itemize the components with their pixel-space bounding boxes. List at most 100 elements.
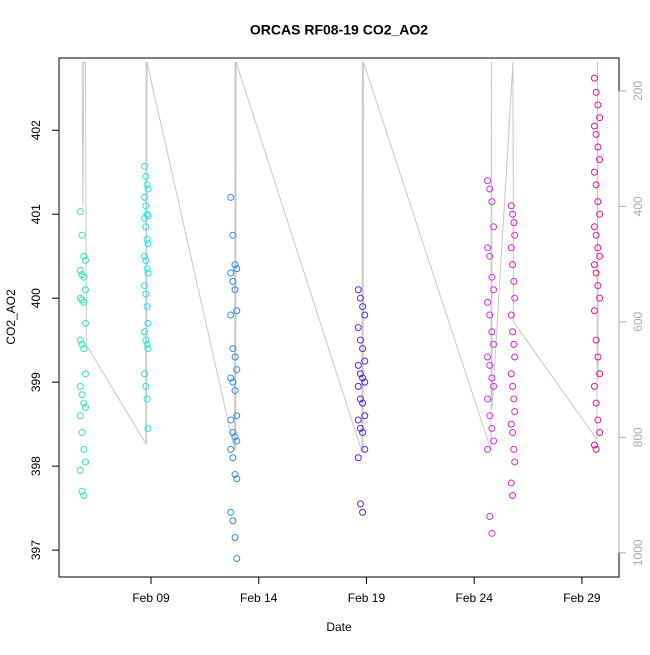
point (80, 345, 88, 353)
point (590, 74, 598, 82)
point (80, 298, 88, 306)
point (486, 513, 494, 521)
point (509, 429, 517, 437)
point (80, 492, 88, 500)
point (596, 210, 604, 218)
point (354, 324, 362, 332)
point (143, 395, 151, 403)
y2-tick-label: 1000 (631, 539, 645, 566)
point (76, 412, 84, 420)
point (78, 429, 86, 437)
point (484, 353, 492, 361)
point (354, 454, 362, 462)
point (361, 378, 369, 386)
point (592, 231, 600, 239)
point (142, 336, 150, 344)
point (142, 202, 150, 210)
point (229, 429, 237, 437)
point (507, 202, 515, 210)
point (82, 256, 90, 264)
point (490, 223, 498, 231)
point (143, 340, 151, 348)
point (359, 508, 367, 516)
point (76, 294, 84, 302)
point (594, 353, 602, 361)
point (486, 311, 494, 319)
point (227, 508, 235, 516)
x-axis-label: Date (326, 620, 352, 634)
point (356, 336, 364, 344)
point (590, 223, 598, 231)
x-tick-label: Feb 14 (240, 591, 278, 605)
point (233, 366, 241, 374)
point (233, 307, 241, 315)
chart-title: ORCAS RF08-19 CO2_AO2 (250, 22, 428, 38)
point (488, 529, 496, 537)
point (233, 265, 241, 273)
plot-area (76, 61, 604, 563)
point (592, 445, 600, 453)
point (80, 399, 88, 407)
point (490, 382, 498, 390)
point (231, 353, 239, 361)
point (511, 231, 519, 239)
point (590, 441, 598, 449)
point (142, 256, 150, 264)
point (590, 382, 598, 390)
point (141, 214, 149, 222)
point (82, 286, 90, 294)
point (82, 458, 90, 466)
point (511, 408, 519, 416)
point (76, 266, 84, 274)
y2-tick-label: 200 (631, 81, 645, 101)
y-tick-label: 397 (29, 540, 43, 560)
point (486, 361, 494, 369)
point (510, 445, 518, 453)
point (596, 370, 604, 378)
y-tick-label: 402 (29, 120, 43, 140)
point (231, 433, 239, 441)
point (144, 240, 152, 248)
point (484, 445, 492, 453)
point (507, 244, 515, 252)
point (594, 282, 602, 290)
point (76, 208, 84, 216)
point (141, 328, 149, 336)
point (80, 252, 88, 260)
point (359, 429, 367, 437)
point (510, 277, 518, 285)
point (488, 374, 496, 382)
line (81, 61, 599, 452)
point (229, 517, 237, 525)
point (144, 345, 152, 353)
point (141, 193, 149, 201)
point (231, 387, 239, 395)
point (141, 370, 149, 378)
point (142, 172, 150, 180)
x-tick-label: Feb 29 (563, 591, 601, 605)
point (359, 303, 367, 311)
x-tick-label: Feb 09 (132, 591, 170, 605)
point (143, 265, 151, 273)
point (231, 286, 239, 294)
point (594, 143, 602, 151)
point (486, 252, 494, 260)
point (359, 374, 367, 382)
point (488, 198, 496, 206)
point (356, 370, 364, 378)
point (484, 395, 492, 403)
point (144, 269, 152, 277)
point (231, 261, 239, 269)
point (592, 181, 600, 189)
y-axis-label: CO2_AO2 (4, 289, 18, 345)
point (142, 223, 150, 231)
y2-tick-label: 400 (631, 196, 645, 216)
point (507, 420, 515, 428)
point (356, 500, 364, 508)
point (592, 399, 600, 407)
point (229, 345, 237, 353)
point (80, 445, 88, 453)
point (590, 122, 598, 130)
point (590, 261, 598, 269)
